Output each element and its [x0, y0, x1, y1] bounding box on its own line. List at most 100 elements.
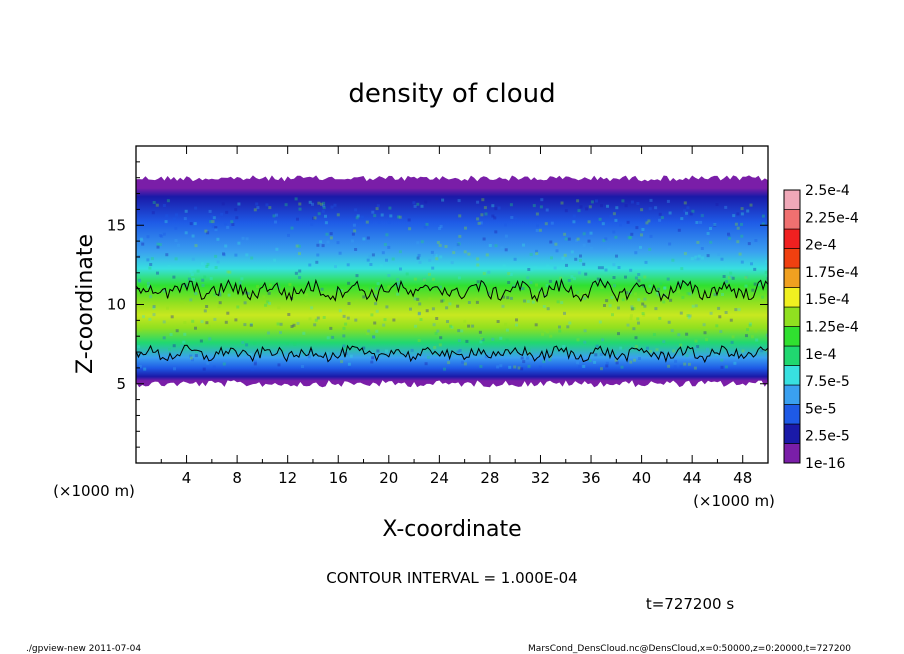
density-speckle — [579, 259, 582, 262]
density-speckle — [182, 340, 186, 344]
density-speckle — [417, 339, 421, 342]
density-speckle — [641, 228, 645, 231]
density-speckle — [713, 223, 717, 227]
density-speckle — [731, 335, 735, 339]
density-speckle — [449, 324, 453, 328]
density-speckle — [700, 247, 704, 250]
density-speckle — [216, 237, 220, 241]
density-speckle — [140, 239, 144, 242]
density-speckle — [749, 203, 753, 207]
density-speckle — [574, 257, 578, 261]
density-speckle — [564, 209, 568, 213]
density-speckle — [629, 314, 633, 318]
density-speckle — [356, 214, 360, 218]
density-speckle — [249, 322, 253, 326]
density-speckle — [253, 208, 257, 212]
density-speckle — [203, 275, 207, 279]
density-speckle — [637, 273, 641, 276]
density-speckle — [693, 366, 697, 370]
density-speckle — [180, 344, 184, 348]
density-speckle — [147, 284, 151, 288]
density-speckle — [253, 342, 257, 345]
density-speckle — [683, 362, 687, 366]
density-speckle — [658, 212, 662, 216]
density-speckle — [491, 214, 495, 218]
density-speckle — [500, 246, 504, 250]
density-speckle — [209, 277, 213, 281]
density-speckle — [200, 262, 204, 266]
density-speckle — [305, 293, 309, 297]
density-speckle — [354, 248, 358, 251]
density-speckle — [641, 302, 645, 306]
density-speckle — [457, 199, 461, 203]
colorbar-swatch — [783, 384, 801, 405]
density-speckle — [698, 327, 702, 331]
density-speckle — [558, 325, 561, 329]
density-speckle — [380, 213, 384, 217]
density-speckle — [745, 334, 748, 338]
density-speckle — [267, 331, 270, 335]
density-speckle — [679, 311, 683, 315]
density-speckle — [702, 323, 706, 327]
density-speckle — [601, 338, 605, 342]
density-speckle — [169, 333, 173, 336]
density-speckle — [166, 199, 170, 203]
density-speckle — [694, 304, 698, 308]
density-speckle — [287, 313, 291, 316]
density-speckle — [621, 298, 625, 302]
density-speckle — [366, 236, 370, 240]
density-speckle — [208, 209, 212, 213]
density-speckle — [509, 273, 513, 276]
density-speckle — [586, 300, 590, 304]
density-speckle — [353, 229, 357, 233]
density-speckle — [205, 305, 209, 308]
density-speckle — [638, 278, 642, 282]
density-speckle — [255, 202, 259, 206]
density-speckle — [706, 347, 709, 351]
density-speckle — [475, 300, 479, 304]
density-speckle — [431, 307, 435, 311]
density-speckle — [696, 257, 700, 261]
density-speckle — [366, 332, 370, 335]
density-speckle — [296, 322, 300, 325]
density-speckle — [322, 201, 326, 205]
density-speckle — [333, 203, 337, 207]
density-speckle — [479, 221, 483, 225]
density-speckle — [446, 320, 449, 323]
density-speckle — [416, 256, 420, 260]
density-speckle — [190, 273, 194, 276]
density-speckle — [667, 320, 671, 324]
density-speckle — [605, 364, 609, 368]
density-speckle — [715, 352, 719, 356]
density-speckle — [577, 209, 581, 213]
density-speckle — [720, 365, 724, 369]
density-speckle — [533, 265, 537, 269]
density-speckle — [281, 348, 285, 352]
y-axis-label: Z-coordinate — [73, 234, 98, 374]
density-speckle — [529, 281, 533, 285]
density-speckle — [691, 209, 695, 213]
density-speckle — [679, 364, 683, 368]
colorbar-swatch — [783, 404, 801, 425]
density-speckle — [450, 325, 454, 329]
density-speckle — [496, 365, 500, 369]
density-speckle — [347, 302, 351, 305]
density-speckle — [173, 367, 176, 371]
density-speckle — [457, 329, 461, 333]
density-speckle — [506, 296, 510, 300]
density-speckle — [187, 277, 191, 281]
density-speckle — [420, 204, 424, 208]
colorbar-swatch — [783, 306, 801, 327]
density-speckle — [199, 339, 203, 343]
density-speckle — [442, 298, 445, 302]
density-speckle — [438, 285, 442, 289]
colorbar-label: 7.5e-5 — [805, 374, 850, 390]
colorbar-label: 1e-4 — [805, 347, 837, 363]
density-speckle — [509, 296, 513, 300]
density-speckle — [138, 364, 142, 368]
density-speckle — [705, 338, 709, 342]
density-speckle — [389, 214, 393, 218]
density-speckle — [245, 343, 249, 347]
density-speckle — [582, 232, 586, 236]
density-speckle — [724, 311, 728, 314]
